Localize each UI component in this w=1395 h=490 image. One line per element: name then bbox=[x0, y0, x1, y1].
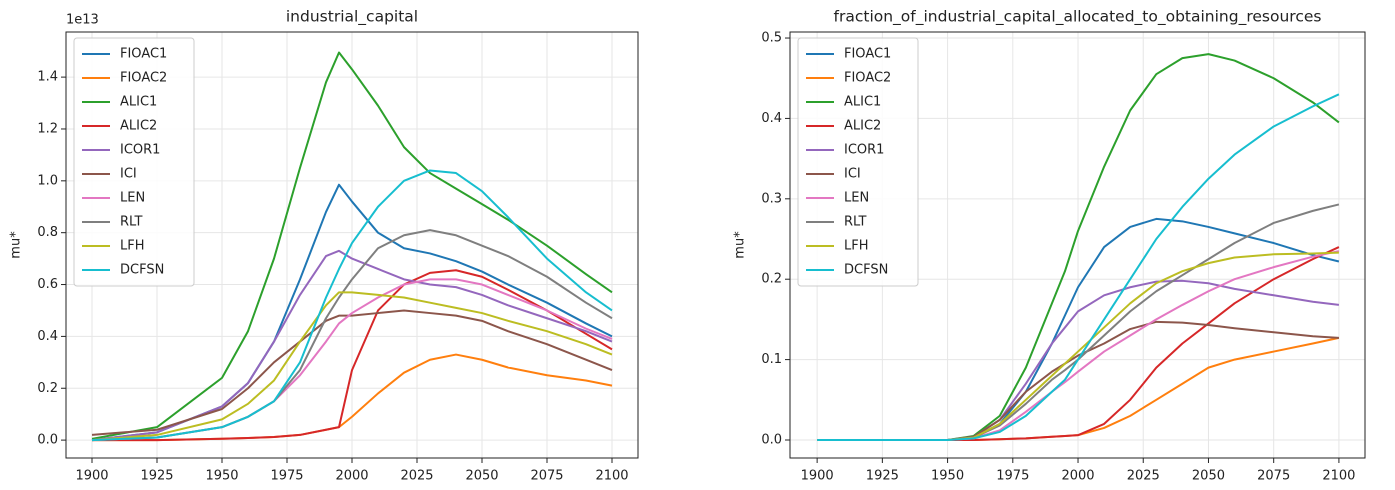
y-tick-label: 0.2 bbox=[761, 272, 782, 287]
series-line bbox=[817, 246, 1340, 441]
legend-label: ICI bbox=[844, 167, 861, 182]
legend-label: LEN bbox=[844, 191, 869, 206]
y-tick-label: 0.0 bbox=[37, 433, 58, 448]
legend-label: RLT bbox=[120, 215, 142, 230]
y-tick-label: 1.2 bbox=[37, 121, 58, 136]
legend-label: ALIC1 bbox=[120, 95, 157, 110]
legend-label: ICI bbox=[120, 167, 137, 182]
chart-title: fraction_of_industrial_capital_allocated… bbox=[834, 8, 1322, 27]
x-tick-label: 2025 bbox=[400, 469, 433, 484]
y-tick-label: 0.3 bbox=[761, 191, 782, 206]
y-tick-label: 0.2 bbox=[37, 381, 58, 396]
series-line bbox=[92, 269, 613, 442]
legend-label: LEN bbox=[120, 191, 145, 206]
x-tick-label: 1925 bbox=[866, 469, 899, 484]
y-axis-label: mu* bbox=[733, 231, 748, 259]
legend-label: ICOR1 bbox=[844, 143, 884, 158]
y-tick-label: 1.4 bbox=[37, 70, 58, 85]
legend-box bbox=[73, 37, 195, 287]
y-tick-label: 0.4 bbox=[761, 111, 782, 126]
x-tick-label: 1975 bbox=[270, 469, 303, 484]
y-tick-label: 0.0 bbox=[761, 432, 782, 447]
legend-label: LFH bbox=[120, 239, 145, 254]
axes-frame bbox=[65, 31, 639, 459]
x-tick-label: 2050 bbox=[1192, 469, 1225, 484]
x-tick-label: 2025 bbox=[1127, 469, 1160, 484]
x-tick-label: 1900 bbox=[801, 469, 834, 484]
legend-label: LFH bbox=[844, 239, 869, 254]
legend-label: RLT bbox=[844, 215, 866, 230]
x-tick-label: 2075 bbox=[1257, 469, 1290, 484]
x-tick-label: 1975 bbox=[996, 469, 1029, 484]
y-tick-label: 1.0 bbox=[37, 173, 58, 188]
x-tick-label: 2050 bbox=[465, 469, 498, 484]
y-tick-label: 0.8 bbox=[37, 225, 58, 240]
series-line bbox=[91, 309, 613, 436]
x-tick-label: 2100 bbox=[1322, 469, 1355, 484]
y-tick-label: 0.5 bbox=[761, 31, 782, 46]
legend-box bbox=[797, 37, 919, 287]
y-tick-label: 0.4 bbox=[37, 329, 58, 344]
legend-label: FIOAC1 bbox=[120, 47, 167, 62]
legend-label: DCFSN bbox=[120, 263, 164, 278]
legend-label: FIOAC1 bbox=[844, 47, 891, 62]
x-tick-label: 2000 bbox=[1061, 469, 1094, 484]
legend: FIOAC1 FIOAC2 ALIC1 ALIC2 ICOR1 ICI LEN RLT LFH D… bbox=[73, 37, 195, 287]
y-tick-label: 0.1 bbox=[761, 352, 782, 367]
series-line bbox=[817, 93, 1340, 441]
y-offset-label: 1e13 bbox=[66, 13, 99, 28]
x-tick-label: 1950 bbox=[931, 469, 964, 484]
axes-frame bbox=[789, 31, 1366, 459]
legend-label: ICOR1 bbox=[120, 143, 160, 158]
series-line bbox=[91, 291, 613, 442]
legend-label: FIOAC2 bbox=[844, 71, 891, 86]
legend: FIOAC1 FIOAC2 ALIC1 ALIC2 ICOR1 ICI LEN RLT LFH D… bbox=[797, 37, 919, 287]
chart-title: industrial_capital bbox=[286, 8, 418, 27]
x-tick-label: 1900 bbox=[75, 469, 108, 484]
x-tick-label: 1950 bbox=[205, 469, 238, 484]
series-line bbox=[91, 169, 613, 442]
x-tick-label: 2000 bbox=[335, 469, 368, 484]
x-tick-label: 1925 bbox=[140, 469, 173, 484]
legend-label: ALIC2 bbox=[844, 119, 881, 134]
x-tick-label: 2100 bbox=[595, 469, 628, 484]
x-tick-label: 2075 bbox=[530, 469, 563, 484]
y-tick-label: 0.6 bbox=[37, 277, 58, 292]
legend-label: ALIC2 bbox=[120, 119, 157, 134]
y-axis-label: mu* bbox=[9, 231, 24, 259]
legend-label: ALIC1 bbox=[844, 95, 881, 110]
legend-label: DCFSN bbox=[844, 263, 888, 278]
legend-label: FIOAC2 bbox=[120, 71, 167, 86]
